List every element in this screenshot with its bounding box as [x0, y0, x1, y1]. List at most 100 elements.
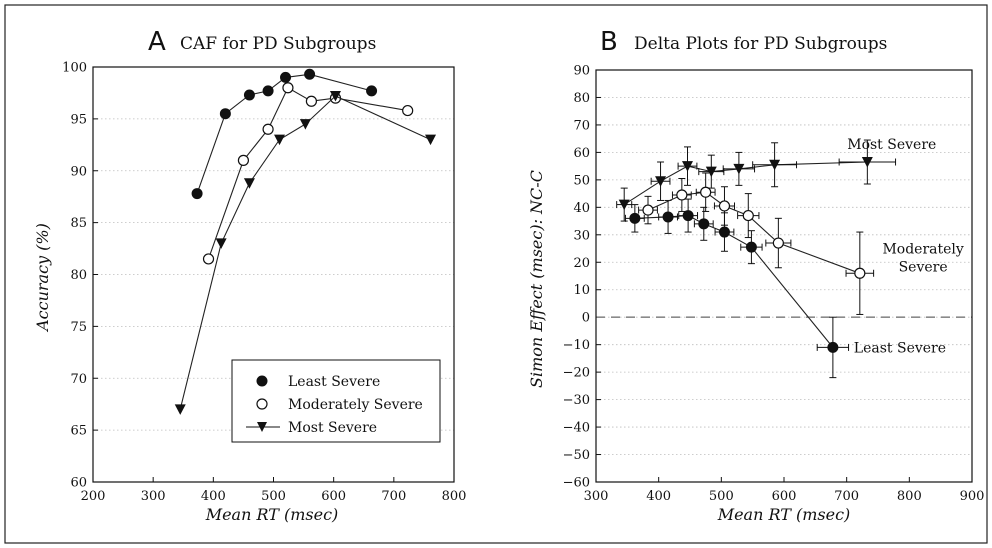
- series-most-severe: [616, 139, 897, 222]
- x-tick-label: 700: [381, 489, 406, 504]
- plot-frame: [92, 66, 455, 483]
- x-tick-label: 200: [81, 489, 106, 504]
- y-tick-label: −20: [563, 366, 590, 381]
- plot-a: 60 65 70 75 80 85 90 95 100 200 300 400 500 600 700 800: [62, 61, 466, 505]
- legend-label-most-severe: Most Severe: [288, 420, 377, 436]
- y-tick-label: 50: [573, 173, 590, 188]
- y-tick-label: 0: [582, 311, 590, 326]
- series-annotation: Moderately Severe: [882, 242, 963, 276]
- panel-b-xlabel: Mean RT (msec): [717, 505, 851, 524]
- data-point-moderately-severe: [718, 200, 731, 212]
- y-tick-label: 10: [573, 283, 590, 298]
- panel-b-title: Delta Plots for PD Subgroups: [634, 34, 887, 54]
- data-point-most-severe: [174, 404, 186, 415]
- panel-a-ylabel: Accuracy (%): [33, 223, 52, 333]
- y-tick-label: 70: [573, 118, 590, 133]
- data-point-moderately-severe: [676, 189, 688, 201]
- x-tick-label: 900: [960, 489, 985, 504]
- legend-marker-most-severe: [257, 422, 267, 432]
- y-tick-label: 65: [70, 424, 87, 439]
- data-point-moderately-severe: [237, 154, 250, 166]
- annotation-line: Least Severe: [854, 340, 946, 356]
- panel-b-letter: B: [600, 27, 618, 57]
- x-tick-label: 800: [897, 489, 922, 504]
- series-least-severe: [624, 198, 850, 379]
- data-point-least-severe: [827, 341, 839, 353]
- y-tick-label: 70: [70, 372, 87, 387]
- data-point-least-severe: [629, 212, 641, 224]
- x-tick-label: 600: [772, 489, 797, 504]
- data-point-moderately-severe: [772, 237, 784, 249]
- data-point-moderately-severe: [742, 209, 754, 222]
- data-point-most-severe: [705, 166, 717, 178]
- data-point-least-severe: [304, 68, 316, 80]
- y-tick-label: 80: [573, 91, 590, 106]
- y-tick-label: 60: [573, 146, 590, 161]
- data-point-moderately-severe: [305, 95, 318, 107]
- data-point-most-severe: [618, 199, 630, 211]
- legend-a: Least Severe Moderately Severe Most Seve…: [231, 359, 441, 443]
- data-point-least-severe: [243, 89, 255, 101]
- data-point-most-severe: [861, 157, 873, 168]
- legend-marker-moderately-severe: [256, 398, 268, 410]
- data-point-least-severe: [698, 218, 710, 230]
- y-tick-label: 20: [573, 256, 590, 271]
- annotation-line: Most Severe: [847, 137, 936, 153]
- panel-a-letter: A: [148, 27, 166, 57]
- x-tick-label: 500: [261, 489, 286, 504]
- y-tick-label: −60: [563, 476, 590, 491]
- figure-border: [4, 4, 988, 544]
- y-tick-label: 30: [573, 228, 590, 243]
- x-tick-label: 300: [141, 489, 166, 504]
- data-point-moderately-severe: [854, 267, 866, 279]
- data-point-most-severe: [274, 134, 286, 146]
- data-point-moderately-severe: [202, 253, 215, 265]
- y-tick-label: −30: [563, 393, 590, 408]
- x-tick-label: 400: [646, 489, 671, 504]
- plot-frame: [595, 69, 973, 483]
- data-point-least-severe: [280, 71, 292, 83]
- data-point-moderately-severe: [700, 186, 712, 198]
- annotation-line: Severe: [899, 260, 948, 276]
- data-point-least-severe: [718, 226, 730, 238]
- y-tick-label: −40: [563, 421, 590, 436]
- data-point-least-severe: [682, 210, 694, 222]
- panel-b-ylabel: Simon Effect (msec): NC-C: [527, 170, 546, 388]
- data-point-least-severe: [219, 108, 231, 120]
- legend-marker-least-severe: [256, 375, 268, 387]
- data-point-most-severe: [329, 91, 341, 102]
- y-tick-label: 40: [573, 201, 590, 216]
- y-tick-label: −10: [563, 338, 590, 353]
- series-annotation: Most Severe: [847, 137, 936, 153]
- x-tick-label: 600: [321, 489, 346, 504]
- series-least-severe: [191, 68, 378, 200]
- y-tick-label: 85: [70, 216, 87, 231]
- data-point-most-severe: [243, 178, 255, 189]
- panel-a-xlabel: Mean RT (msec): [205, 505, 339, 524]
- data-point-most-severe: [299, 119, 311, 130]
- data-point-moderately-severe: [262, 123, 274, 135]
- data-point-least-severe: [366, 85, 378, 97]
- data-point-most-severe: [215, 238, 227, 249]
- data-point-least-severe: [745, 241, 757, 253]
- data-point-least-severe: [191, 188, 203, 200]
- data-point-moderately-severe: [282, 82, 294, 94]
- annotation-line: Moderately: [882, 242, 963, 258]
- data-point-moderately-severe: [642, 204, 654, 216]
- data-point-moderately-severe: [402, 104, 414, 117]
- x-tick-label: 300: [584, 489, 609, 504]
- y-tick-label: 90: [70, 164, 87, 179]
- data-point-least-severe: [262, 85, 274, 97]
- y-tick-label: 90: [573, 64, 590, 79]
- data-point-most-severe: [655, 176, 667, 187]
- legend-label-least-severe: Least Severe: [288, 374, 380, 390]
- y-tick-label: 60: [70, 476, 87, 491]
- data-point-most-severe: [681, 161, 693, 172]
- plot-b: 90 80 70 60 50 40 30 20 10 0 −10 −20 −30 −40 −50 −60300…: [563, 64, 985, 505]
- x-tick-label: 400: [201, 489, 226, 504]
- x-tick-label: 700: [834, 489, 859, 504]
- data-point-least-severe: [662, 211, 674, 223]
- x-tick-label: 800: [442, 489, 467, 504]
- data-point-most-severe: [425, 134, 437, 146]
